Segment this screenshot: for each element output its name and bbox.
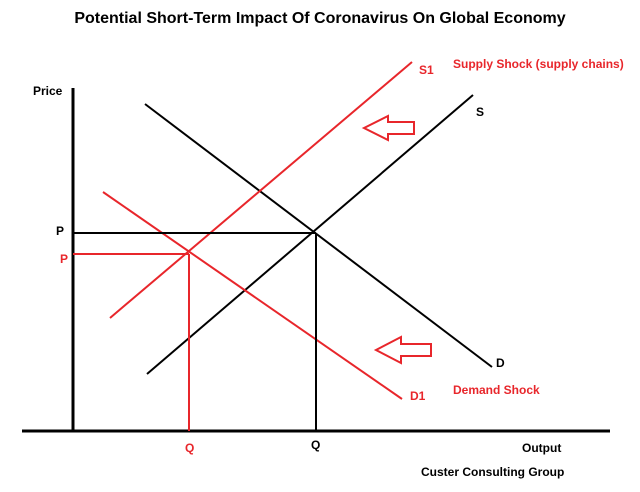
curve-label-s: S bbox=[476, 105, 485, 119]
footer-credit: Custer Consulting Group bbox=[421, 465, 565, 479]
demand-curve-d1 bbox=[102, 191, 403, 400]
original-quantity-label: Q bbox=[311, 438, 321, 452]
demand-shock-annotation: Demand Shock bbox=[453, 383, 540, 397]
chart-title: Potential Short-Term Impact Of Coronavir… bbox=[74, 10, 566, 27]
new-quantity-label: Q bbox=[185, 441, 195, 455]
new-price-label: P bbox=[60, 252, 69, 266]
supply-curve-s bbox=[146, 94, 474, 375]
original-price-label: P bbox=[56, 224, 65, 238]
demand-shift-arrow-icon bbox=[373, 335, 432, 365]
supply-curve-s1 bbox=[109, 61, 413, 319]
x-axis-label: Output bbox=[522, 441, 562, 455]
curve-label-s1: S1 bbox=[419, 63, 434, 77]
curve-label-d: D bbox=[496, 356, 505, 370]
curve-label-d1: D1 bbox=[410, 389, 426, 403]
supply-shift-arrow-icon bbox=[361, 114, 415, 142]
demand-curve-d bbox=[144, 103, 493, 368]
y-axis-label: Price bbox=[33, 84, 63, 98]
supply-shock-annotation: Supply Shock (supply chains) bbox=[453, 57, 624, 71]
